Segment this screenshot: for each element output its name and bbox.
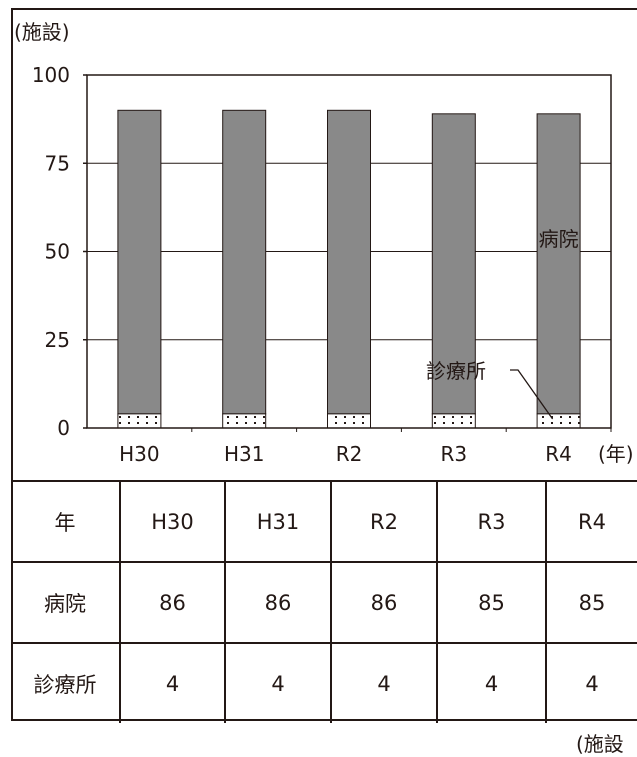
y-tick-label: 0 xyxy=(57,416,70,440)
y-tick-label: 50 xyxy=(45,240,70,264)
bar-hospital xyxy=(536,113,581,415)
table-cell: 4 xyxy=(119,642,225,723)
table-cell: 85 xyxy=(545,561,637,643)
bar-clinic xyxy=(222,413,267,429)
y-unit-label: (施設) xyxy=(14,20,70,44)
table-cell: H31 xyxy=(224,480,331,562)
table-cell: 4 xyxy=(224,642,331,723)
x-tick-label: R3 xyxy=(440,442,467,466)
table-cell: 4 xyxy=(545,642,637,723)
x-unit-label: (年) xyxy=(598,442,634,466)
table-header-row: 年 H30 H31 R2 R3 R4 xyxy=(11,480,637,562)
table-cell: R2 xyxy=(330,480,437,562)
x-tick-label: H30 xyxy=(119,442,160,466)
unit-note: (施設 xyxy=(576,732,624,756)
bar-hospital xyxy=(117,109,162,415)
bar-clinic xyxy=(117,413,162,429)
table-cell: R4 xyxy=(545,480,637,562)
table-cell: 86 xyxy=(330,561,437,643)
x-tick-label: R4 xyxy=(545,442,572,466)
series-label-clinic: 診療所 xyxy=(426,359,486,383)
plot-area xyxy=(86,74,612,429)
bar-clinic xyxy=(327,413,371,429)
table-row: 病院 86 86 86 85 85 xyxy=(11,561,637,643)
table-cell: 86 xyxy=(224,561,331,643)
table-row: 診療所 4 4 4 4 4 xyxy=(11,642,637,723)
x-tick-label: R2 xyxy=(336,442,363,466)
bar-clinic xyxy=(431,413,476,429)
x-tick-label: H31 xyxy=(224,442,265,466)
data-table: 年 H30 H31 R2 R3 R4 病院 86 86 86 85 85 診療所 4 4 4 4 4 xyxy=(11,480,637,723)
table-cell: 4 xyxy=(436,642,546,723)
table-cell: 4 xyxy=(330,642,437,723)
table-cell: H30 xyxy=(119,480,225,562)
y-tick-label: 100 xyxy=(32,63,70,87)
table-cell: 85 xyxy=(436,561,546,643)
row-header-cell: 病院 xyxy=(11,561,120,643)
bar-hospital xyxy=(222,109,267,415)
bar-hospital xyxy=(327,109,371,415)
y-tick-label: 75 xyxy=(45,151,70,175)
bar-clinic xyxy=(536,413,581,429)
table-cell: R3 xyxy=(436,480,546,562)
clinic-leader-line xyxy=(510,369,554,420)
series-label-hospital: 病院 xyxy=(539,227,579,251)
row-header-cell: 年 xyxy=(11,480,120,562)
table-cell: 86 xyxy=(119,561,225,643)
row-header-cell: 診療所 xyxy=(11,642,120,723)
y-tick-label: 25 xyxy=(45,328,70,352)
bar-hospital xyxy=(431,113,476,415)
